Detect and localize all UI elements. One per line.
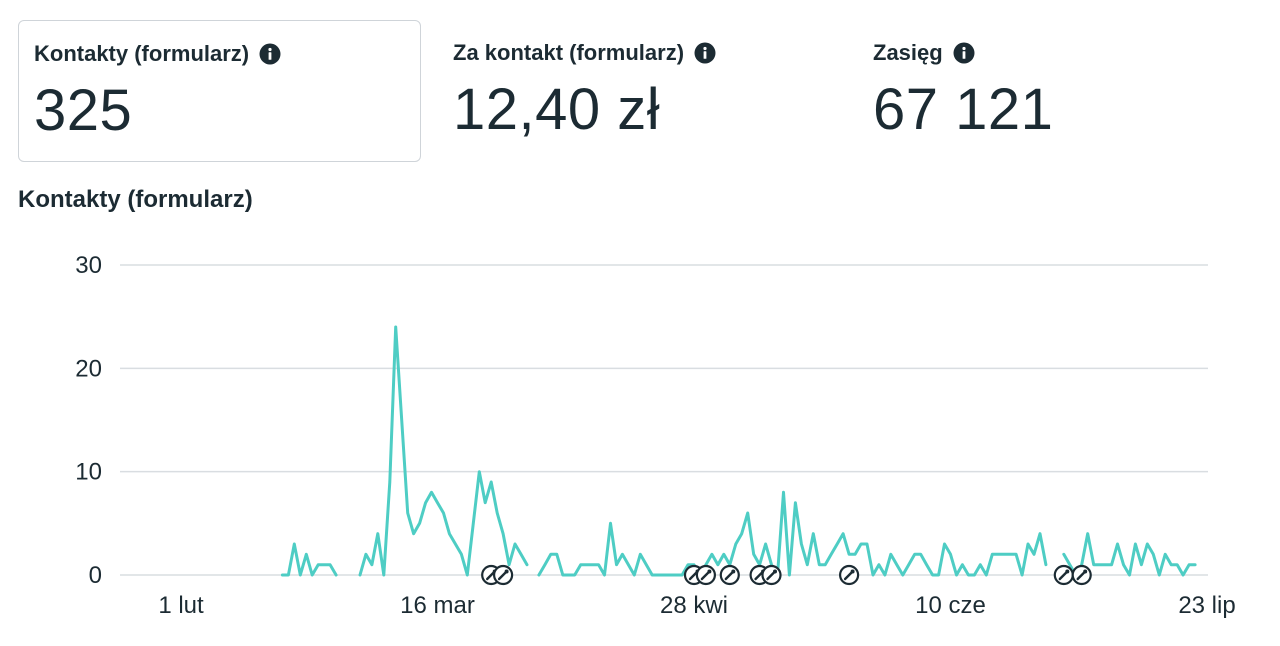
missing-data-icon[interactable] <box>719 564 740 586</box>
metric-label-text: Zasięg <box>873 40 943 65</box>
y-tick-label: 10 <box>75 459 102 486</box>
metric-label-cost: Za kontakt (formularz) <box>453 40 826 66</box>
info-icon[interactable] <box>694 42 716 64</box>
missing-data-icon[interactable] <box>493 564 514 586</box>
missing-data-icon[interactable] <box>761 564 782 586</box>
y-tick-label: 20 <box>75 355 102 382</box>
series-line-segment <box>1062 532 1197 577</box>
series-line-segment <box>537 490 1048 577</box>
y-tick-label: 0 <box>89 562 102 589</box>
metric-label-reach: Zasięg <box>873 40 1246 66</box>
metric-value-contacts: 325 <box>34 78 133 143</box>
series-line-segment <box>280 542 338 577</box>
missing-data-icon[interactable] <box>695 564 717 586</box>
x-tick-label: 28 kwi <box>660 592 728 619</box>
x-tick-label: 23 lip <box>1178 592 1235 619</box>
metric-card-cost-per-contact[interactable]: Za kontakt (formularz) 12,40 zł <box>438 20 841 162</box>
metrics-row: Kontakty (formularz) 325 Za kontakt (for… <box>18 20 1262 164</box>
missing-data-icon[interactable] <box>1071 564 1092 586</box>
metric-card-reach[interactable]: Zasięg 67 121 <box>858 20 1261 162</box>
series-line-segment <box>358 325 529 577</box>
missing-data-icon[interactable] <box>1053 564 1074 586</box>
metric-label-text: Kontakty (formularz) <box>34 41 250 66</box>
info-icon[interactable] <box>953 42 975 64</box>
metric-label-contacts: Kontakty (formularz) <box>34 41 405 67</box>
missing-data-icon[interactable] <box>838 564 860 586</box>
x-tick-label: 10 cze <box>915 592 986 619</box>
line-chart: 0 10 20 30 1 lut 16 mar 28 kwi 10 cze 23 lip <box>75 252 1235 619</box>
metric-label-text: Za kontakt (formularz) <box>453 40 685 65</box>
info-icon[interactable] <box>259 43 281 65</box>
metric-card-contacts[interactable]: Kontakty (formularz) 325 <box>18 20 421 162</box>
metric-value-cost: 12,40 zł <box>453 77 661 142</box>
chart-title: Kontakty (formularz) <box>18 186 253 213</box>
metric-value-reach: 67 121 <box>873 77 1054 142</box>
x-tick-label: 1 lut <box>158 592 204 619</box>
x-tick-label: 16 mar <box>400 592 475 619</box>
y-tick-label: 30 <box>75 252 102 279</box>
